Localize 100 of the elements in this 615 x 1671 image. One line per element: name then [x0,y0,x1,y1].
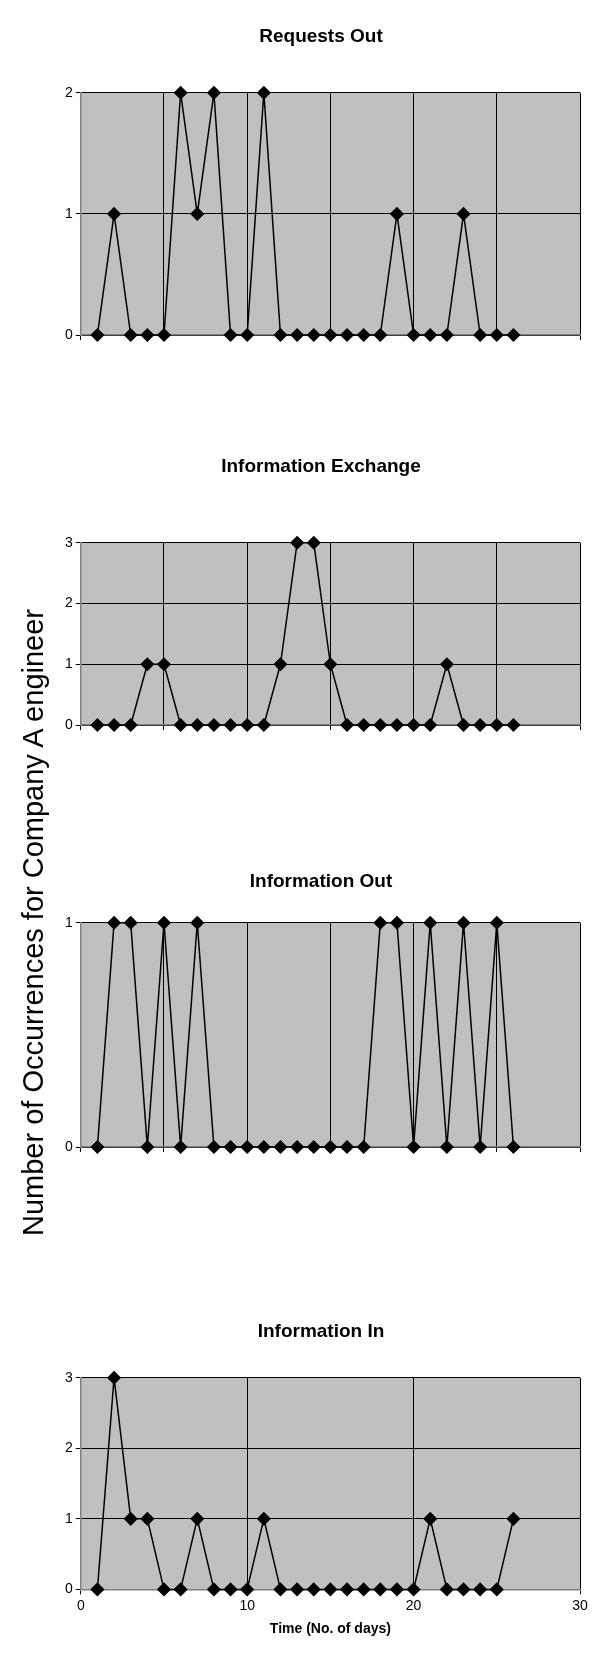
point [223,718,238,732]
point [107,718,121,732]
point [257,86,271,100]
point [107,1371,121,1385]
point [273,328,288,342]
point [356,328,371,342]
point [490,328,504,342]
point [340,718,354,732]
point [473,718,487,732]
point [123,328,138,342]
point [173,86,188,100]
point [440,1582,454,1597]
x-tick-label: 10 [239,1596,256,1613]
y-tick-label: 2 [64,83,73,100]
point [173,718,188,732]
point [223,1582,238,1597]
point [356,1582,371,1597]
point [307,1582,321,1597]
point [140,1512,155,1526]
point [157,1582,171,1597]
point [456,1582,471,1597]
point [373,718,388,732]
point [90,718,105,732]
point [123,1512,138,1526]
point [373,1582,388,1597]
point [506,1512,521,1526]
point [307,328,321,342]
point [390,718,404,732]
chart-title: Information Exchange [221,454,421,476]
point [323,328,338,342]
point [257,718,271,732]
point [440,328,454,342]
point [406,328,421,342]
x-tick-label: 30 [572,1596,588,1613]
y-tick-label: 0 [64,1580,73,1597]
y-tick-label: 0 [64,325,73,342]
point [190,207,205,221]
y-tick-label: 3 [64,1368,73,1385]
point [440,657,454,672]
point [157,328,171,342]
point [323,657,338,672]
point [506,718,521,732]
point [307,536,321,550]
point [190,718,205,732]
point [340,328,354,342]
point [406,718,421,732]
point [240,328,254,342]
point [473,1582,487,1597]
point [157,657,171,672]
y-axis-title: Number of Occurrences for Company A engineer [16,608,50,1237]
point [473,328,487,342]
point [173,1582,188,1597]
point [290,328,304,342]
point [423,1512,437,1526]
point [390,1582,404,1597]
y-tick-label: 3 [64,533,73,550]
point [140,328,155,342]
chart-title: Information Out [249,869,393,891]
y-tick-label: 0 [64,1137,73,1154]
point [506,328,521,342]
y-tick-label: 1 [64,655,73,672]
point [90,328,105,342]
point [207,718,221,732]
y-tick-label: 2 [64,1439,73,1456]
x-tick-label: 20 [405,1596,422,1613]
point [207,86,221,100]
chart-title: Requests Out [259,24,384,46]
point [490,1582,504,1597]
point [223,328,238,342]
point [123,718,138,732]
point [273,657,288,672]
point [273,1582,288,1597]
point [323,1582,338,1597]
point [490,718,504,732]
point [190,1512,205,1526]
point [406,1582,421,1597]
x-tick-label: 0 [76,1596,85,1613]
point [456,207,471,221]
point [423,328,437,342]
point [373,328,388,342]
chart-title: Information In [257,1319,385,1341]
x-axis-title: Time (No. of days) [269,1620,391,1637]
point [356,718,371,732]
point [423,718,437,732]
y-tick-label: 1 [64,204,73,221]
y-tick-label: 0 [64,715,73,732]
point [107,207,121,221]
point [290,1582,304,1597]
point [456,718,471,732]
y-tick-label: 2 [64,594,73,611]
point [257,1512,271,1526]
point [140,657,155,672]
point [240,1582,254,1597]
point [207,1582,221,1597]
point [390,207,404,221]
point [90,1582,105,1597]
point [240,718,254,732]
point [290,536,304,550]
y-tick-label: 1 [64,1509,73,1526]
point [340,1582,354,1597]
